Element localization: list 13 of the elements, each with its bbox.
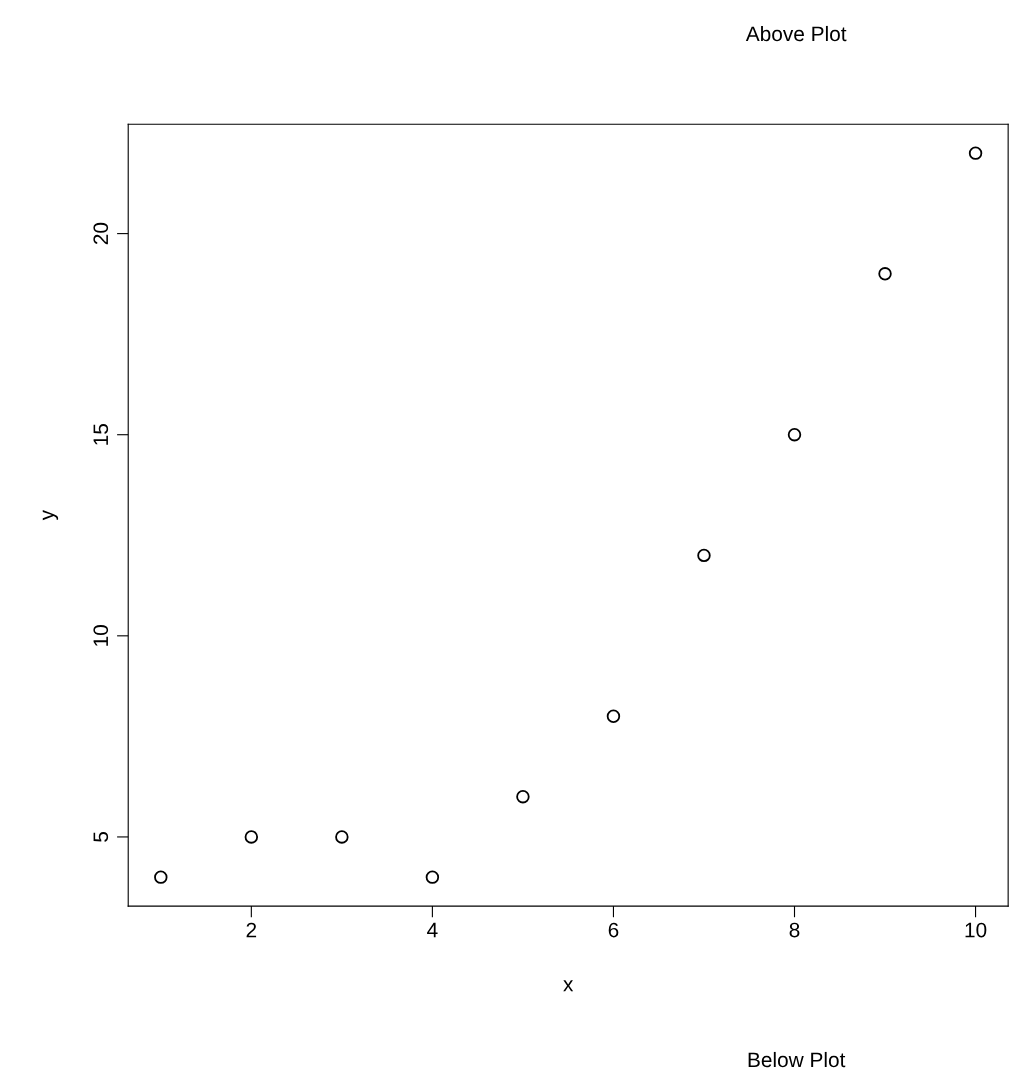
x-tick-label: 2: [246, 922, 257, 938]
x-tick-label: 8: [789, 922, 800, 938]
y-tick-label: 10: [93, 625, 109, 646]
x-tick-label: 10: [965, 922, 987, 938]
text: Below Plot: [748, 1051, 846, 1068]
y-tick-label: 20: [93, 222, 109, 245]
y-tick-label: 5: [93, 832, 109, 842]
y-tick-label: 15: [93, 424, 109, 445]
x-axis-title: x: [563, 980, 574, 992]
x-tick-label: 6: [608, 922, 619, 938]
x-tick-label: 4: [427, 922, 438, 938]
text: Above Plot: [745, 25, 847, 42]
y-axis-title: y: [42, 509, 59, 521]
